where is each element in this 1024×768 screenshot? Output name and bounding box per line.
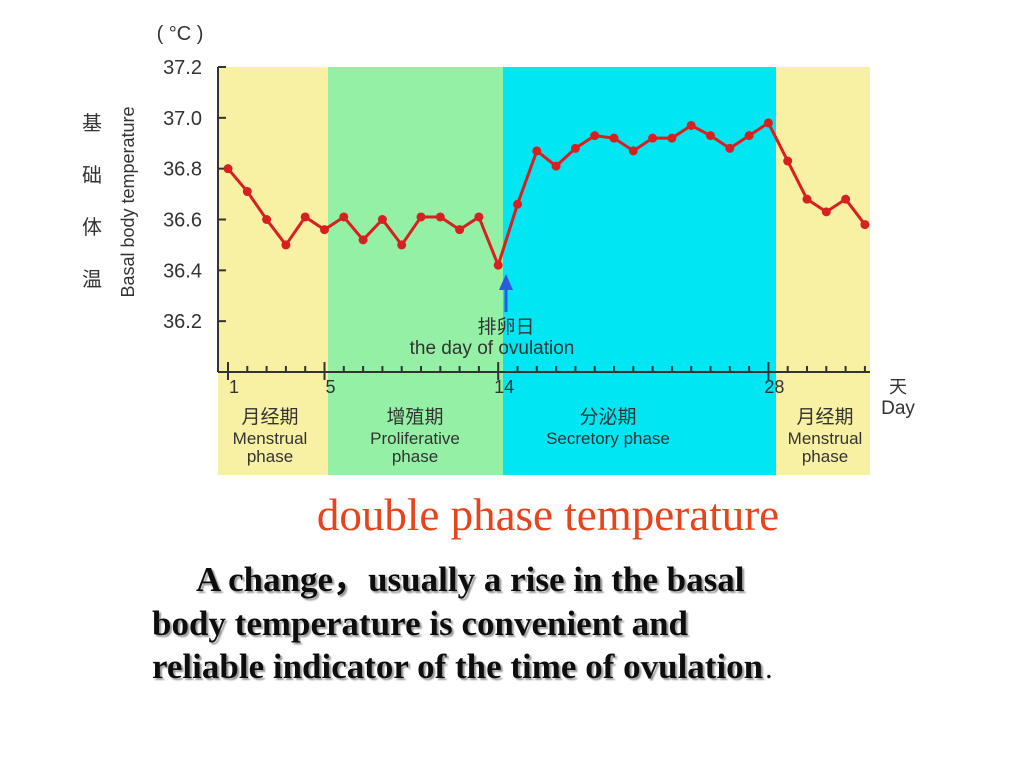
phase-label: Menstrual: [233, 429, 308, 448]
point: [493, 260, 503, 270]
y-tick-label: 36.6: [163, 210, 202, 232]
phase-band: [218, 67, 328, 475]
phase-label: phase: [392, 447, 438, 466]
body-period: .: [765, 652, 773, 685]
phase-label-cn: 分泌期: [579, 406, 636, 428]
line: [226, 120, 867, 270]
point: [860, 220, 870, 230]
point: [783, 156, 793, 166]
annotation: the day of ovulation: [410, 338, 575, 359]
phase-band: [503, 67, 776, 475]
x-tick-label: 1: [229, 377, 239, 397]
point: [223, 164, 233, 174]
point: [821, 207, 831, 217]
y-tick-label: 36.8: [163, 159, 202, 181]
x-tick-label: 28: [764, 377, 784, 397]
point: [262, 215, 272, 224]
point: [628, 146, 638, 156]
point: [339, 212, 349, 222]
phase-label-cn: 增殖期: [386, 406, 443, 428]
point: [320, 225, 329, 235]
point: [435, 212, 445, 222]
phase-label-cn: 月经期: [241, 406, 298, 428]
phase-label: Secretory phase: [546, 429, 670, 448]
point: [281, 240, 291, 250]
phase-band: [776, 67, 870, 475]
point: [513, 199, 522, 209]
point: [706, 131, 715, 141]
slide-title: double phase temperature: [317, 490, 779, 540]
point: [667, 133, 677, 143]
phase-band: [328, 67, 503, 475]
point: [686, 120, 696, 130]
point: [570, 143, 580, 153]
y-tick-label: 36.2: [163, 311, 202, 333]
point: [744, 131, 754, 141]
phase-label: phase: [247, 447, 293, 466]
point: [609, 133, 619, 143]
point: [377, 215, 387, 224]
point: [802, 194, 812, 204]
point: [841, 194, 851, 204]
arrow-head: [499, 274, 513, 290]
y-axis-label: Basal body temperature: [118, 106, 138, 297]
point: [242, 187, 252, 197]
phase-label: phase: [802, 447, 848, 466]
point: [300, 212, 310, 222]
point: [725, 143, 735, 153]
point: [474, 212, 484, 222]
x-label-cn: 天: [889, 377, 907, 397]
unit-label: ( °C ): [157, 23, 204, 45]
body-line: A change，usually a rise in the basal: [196, 560, 745, 599]
x-axis-label: Day: [881, 398, 915, 419]
phase-label: Menstrual: [788, 429, 863, 448]
point: [397, 240, 407, 250]
body-line: body temperature is convenient and: [152, 604, 689, 643]
point: [551, 161, 561, 171]
x-tick-label: 14: [494, 377, 514, 397]
chart: 月经期Menstrualphase增殖期Proliferativephase分泌…: [82, 23, 915, 475]
body-line: reliable indicator of the time of ovulat…: [152, 647, 763, 686]
point: [532, 146, 542, 156]
point: [358, 235, 368, 245]
phase-label: Proliferative: [370, 429, 460, 448]
phase-label-cn: 月经期: [796, 406, 853, 428]
annotation-cn: 排卵日: [477, 316, 534, 338]
point: [455, 225, 465, 235]
point: [416, 212, 426, 222]
y-label-cn: 基础体温: [82, 112, 102, 291]
point: [648, 133, 658, 143]
y-tick-label: 36.4: [163, 260, 202, 282]
y-tick-label: 37.0: [163, 108, 202, 130]
point: [590, 131, 600, 141]
y-tick-label: 37.2: [163, 57, 202, 79]
point: [763, 118, 773, 128]
x-tick-label: 5: [325, 377, 335, 397]
